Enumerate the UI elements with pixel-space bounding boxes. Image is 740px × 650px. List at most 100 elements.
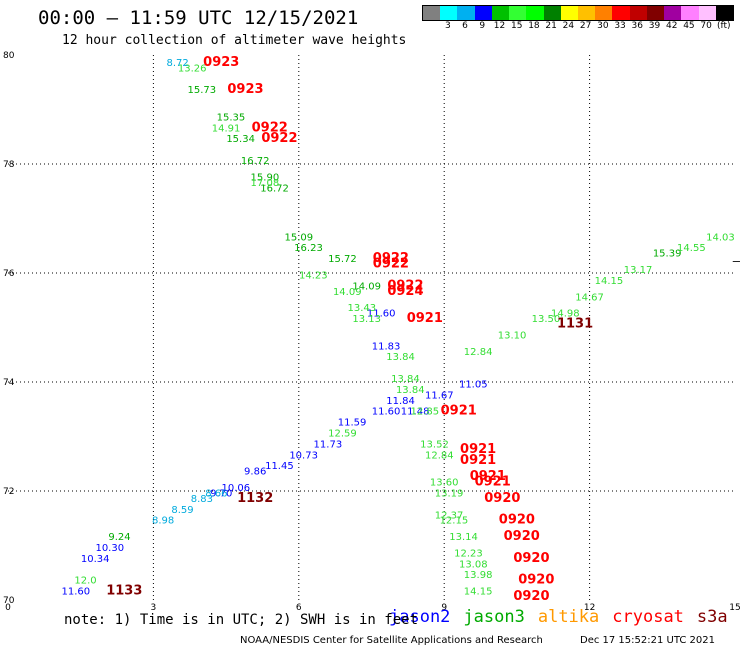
- data-point-label: 13.10: [498, 330, 527, 341]
- data-point-label: 15.34: [226, 134, 255, 145]
- data-point-label: 14.23: [299, 270, 328, 281]
- data-point-label: 10.73: [289, 450, 318, 461]
- data-point-label: 0922: [252, 120, 288, 135]
- x-tick-label: 9: [441, 603, 447, 613]
- data-point-label: 13.08: [459, 559, 488, 570]
- y-tick-label: 80: [3, 51, 15, 61]
- color-scale-label: 42: [665, 21, 678, 31]
- data-point-label: 12.23: [454, 548, 483, 559]
- x-tick-label: 15: [729, 603, 740, 613]
- data-point-label: 12.84: [425, 450, 454, 461]
- data-point-label: 0923: [227, 82, 263, 97]
- data-point-label: 9.24: [108, 532, 130, 543]
- color-swatch: [423, 6, 441, 20]
- color-scale-label: 39: [648, 21, 661, 31]
- data-point-label: 0924: [387, 284, 423, 299]
- data-point-label: 13.14: [449, 532, 478, 543]
- data-point-label: 1133: [106, 584, 142, 599]
- color-scale-label: 36: [631, 21, 643, 31]
- data-point-label: 8.66: [205, 488, 227, 499]
- data-point-label: 14.03: [706, 232, 735, 243]
- credit-line: NOAA/NESDIS Center for Satellite Applica…: [240, 635, 543, 646]
- color-scale-label: 21: [545, 21, 557, 31]
- data-point-label: 11.45: [265, 461, 294, 472]
- corner-mark: —: [732, 254, 740, 268]
- data-point-label: 15.90: [251, 172, 280, 183]
- color-scale-label: 30: [597, 21, 609, 31]
- legend-entry: jason2: [389, 607, 451, 627]
- data-point-label: 12.37: [435, 510, 464, 521]
- color-swatch: [560, 6, 578, 20]
- data-point-label: 16.23: [294, 243, 323, 254]
- y-tick-label: 74: [3, 378, 15, 388]
- data-point-label: 10.30: [95, 543, 124, 554]
- data-point-label: 0921: [475, 475, 511, 490]
- data-point-label: 11.59: [338, 418, 367, 429]
- data-point-label: 9.70: [210, 488, 232, 499]
- color-scale-labels: 3 6 9 12 15 18 21 24 27 30 33 36 39 42 45 70: [422, 21, 732, 33]
- color-swatch: [491, 6, 510, 20]
- chart-subtitle: 12 hour collection of altimeter wave hei…: [62, 33, 407, 48]
- color-scale-label: 6: [462, 21, 468, 31]
- data-point-label: 11.84: [386, 396, 415, 407]
- data-point-label: 15.35: [217, 112, 246, 123]
- color-scale-label: 12: [493, 21, 506, 31]
- data-point-label: 8.98: [152, 516, 174, 527]
- data-point-label: 0922: [261, 131, 297, 146]
- data-point-label: 13.43: [347, 303, 376, 314]
- data-point-label: 12.84: [464, 347, 493, 358]
- data-point-label: 11.60: [367, 309, 396, 320]
- color-scale-bar: [422, 5, 734, 21]
- data-point-label: 14.15: [464, 587, 493, 598]
- data-point-label: 10.06: [221, 483, 250, 494]
- x-tick-label: 3: [151, 603, 157, 613]
- color-swatch: [509, 6, 527, 20]
- color-swatch: [612, 6, 630, 20]
- data-point-label: 8.72: [167, 58, 189, 69]
- generated-timestamp: Dec 17 15:52:21 UTC 2021: [580, 635, 715, 646]
- data-point-label: 12.59: [328, 429, 357, 440]
- data-point-label: 12.0: [74, 576, 96, 587]
- data-point-label: 15.39: [653, 249, 682, 260]
- x-tick-label: 12: [584, 603, 595, 613]
- data-point-label: 8.83: [191, 494, 213, 505]
- data-point-label: 0923: [203, 55, 239, 70]
- color-scale-label: 3: [444, 21, 451, 31]
- data-point-label: 0921: [460, 442, 496, 457]
- data-point-label: 14.91: [212, 123, 241, 134]
- legend-entry: altika: [537, 607, 600, 627]
- color-scale-label: 70: [700, 21, 712, 31]
- color-swatch: [715, 6, 733, 20]
- color-swatch: [646, 6, 665, 20]
- data-point-label: 17.08: [251, 178, 280, 189]
- color-scale-label: 45: [683, 21, 695, 31]
- color-swatch: [629, 6, 647, 20]
- data-point-label: 0920: [484, 491, 520, 506]
- y-tick-label: 78: [3, 160, 15, 170]
- data-point-label: 10.34: [81, 554, 110, 565]
- data-point-label: 13.50: [532, 314, 561, 325]
- data-point-label: 11.60: [62, 587, 91, 598]
- x-tick-label: 6: [296, 603, 302, 613]
- data-point-label: 13.52: [420, 439, 449, 450]
- legend-entry: cryosat: [612, 607, 684, 627]
- data-point-label: 11.83: [372, 341, 401, 352]
- y-tick-label: 70: [3, 596, 15, 606]
- legend-entry: jason3: [463, 607, 525, 627]
- data-point-label: 0921: [407, 311, 443, 326]
- data-point-label: 0920: [513, 551, 549, 566]
- data-point-label: 0922: [387, 278, 423, 293]
- data-point-label: 0922: [373, 257, 409, 272]
- data-point-label: 11.05: [459, 379, 488, 390]
- data-point-label: 0920: [499, 513, 535, 528]
- data-point-label: 11.60: [372, 407, 401, 418]
- data-point-label: 1132: [237, 491, 273, 506]
- data-point-label: 14.55: [677, 243, 706, 254]
- footnote: note: 1) Time is in UTC; 2) SWH is in fe…: [64, 612, 419, 628]
- data-point-label: 11.73: [314, 439, 343, 450]
- data-point-label: 14.98: [551, 309, 580, 320]
- data-point-label: 13.84: [391, 374, 420, 385]
- data-point-label: 11.48: [401, 407, 430, 418]
- data-point-label: 0920: [504, 529, 540, 544]
